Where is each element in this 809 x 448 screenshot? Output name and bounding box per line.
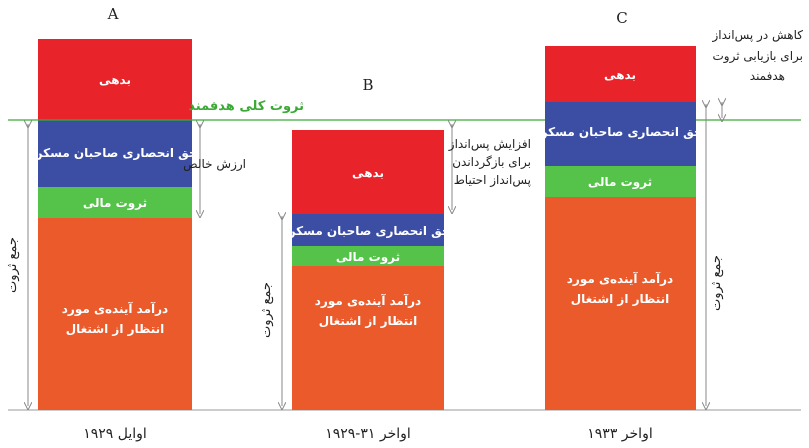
net-worth-label: ارزش خالص bbox=[183, 157, 246, 172]
column-c: C بدهی حق انحصاری صاحبان مسکن ثروت مالی … bbox=[537, 9, 803, 442]
housing-label: حق انحصاری صاحبان مسکن bbox=[32, 146, 197, 160]
period-label: اوایل ۱۹۲۹ bbox=[83, 426, 147, 442]
debt-label: بدهی bbox=[99, 73, 131, 87]
financial-bar bbox=[38, 187, 192, 218]
note-line2: برای بازگرداندن bbox=[452, 155, 531, 170]
column-a: A بدهی حق انحصاری صاحبان مسکن ثروت مالی … bbox=[5, 5, 246, 442]
total-label: جمع ثروت bbox=[709, 255, 724, 311]
debt-label: بدهی bbox=[604, 68, 636, 82]
total-label: جمع ثروت bbox=[259, 282, 274, 338]
period-label: اواخر ۳۱-۱۹۲۹ bbox=[325, 426, 411, 442]
target-label: ثروت کلی هدفمند bbox=[188, 99, 304, 114]
debt-label: بدهی bbox=[352, 166, 384, 180]
income-bar bbox=[292, 266, 444, 410]
financial-label: ثروت مالی bbox=[336, 250, 400, 265]
debt-bar bbox=[545, 46, 696, 102]
period-label: اواخر ۱۹۳۳ bbox=[587, 426, 652, 442]
income-bar bbox=[545, 197, 696, 410]
column-letter: A bbox=[107, 5, 119, 23]
column-letter: C bbox=[616, 9, 627, 27]
income-label-line1: درآمد آینده‌ی مورد bbox=[62, 301, 168, 317]
debt-bar bbox=[292, 130, 444, 214]
note-line1: افزایش پس‌انداز bbox=[448, 137, 531, 152]
column-letter: B bbox=[362, 76, 373, 94]
housing-bar bbox=[38, 120, 192, 187]
income-label-line1: درآمد آینده‌ی مورد bbox=[567, 271, 673, 287]
financial-label: ثروت مالی bbox=[83, 196, 147, 211]
housing-label: حق انحصاری صاحبان مسکن bbox=[285, 224, 450, 238]
debt-bar bbox=[38, 39, 192, 120]
income-label-line1: درآمد آینده‌ی مورد bbox=[315, 293, 421, 309]
income-label-line2: انتظار از اشتغال bbox=[66, 322, 165, 336]
financial-bar bbox=[292, 246, 444, 266]
note-line1: کاهش در پس‌انداز bbox=[711, 28, 803, 43]
income-label-line2: انتظار از اشتغال bbox=[571, 292, 670, 306]
note-line3: پس‌انداز احتیاط bbox=[454, 173, 531, 188]
income-label-line2: انتظار از اشتغال bbox=[319, 314, 418, 328]
housing-bar bbox=[545, 102, 696, 166]
column-b: B بدهی حق انحصاری صاحبان مسکن ثروت مالی … bbox=[259, 76, 531, 442]
note-line2: برای بازیابی ثروت bbox=[713, 49, 804, 64]
housing-bar bbox=[292, 214, 444, 246]
total-label: جمع ثروت bbox=[5, 237, 20, 293]
note-line3: هدفمند bbox=[750, 69, 785, 83]
financial-bar bbox=[545, 166, 696, 197]
financial-label: ثروت مالی bbox=[588, 175, 652, 190]
income-bar bbox=[38, 218, 192, 410]
housing-label: حق انحصاری صاحبان مسکن bbox=[537, 125, 702, 139]
